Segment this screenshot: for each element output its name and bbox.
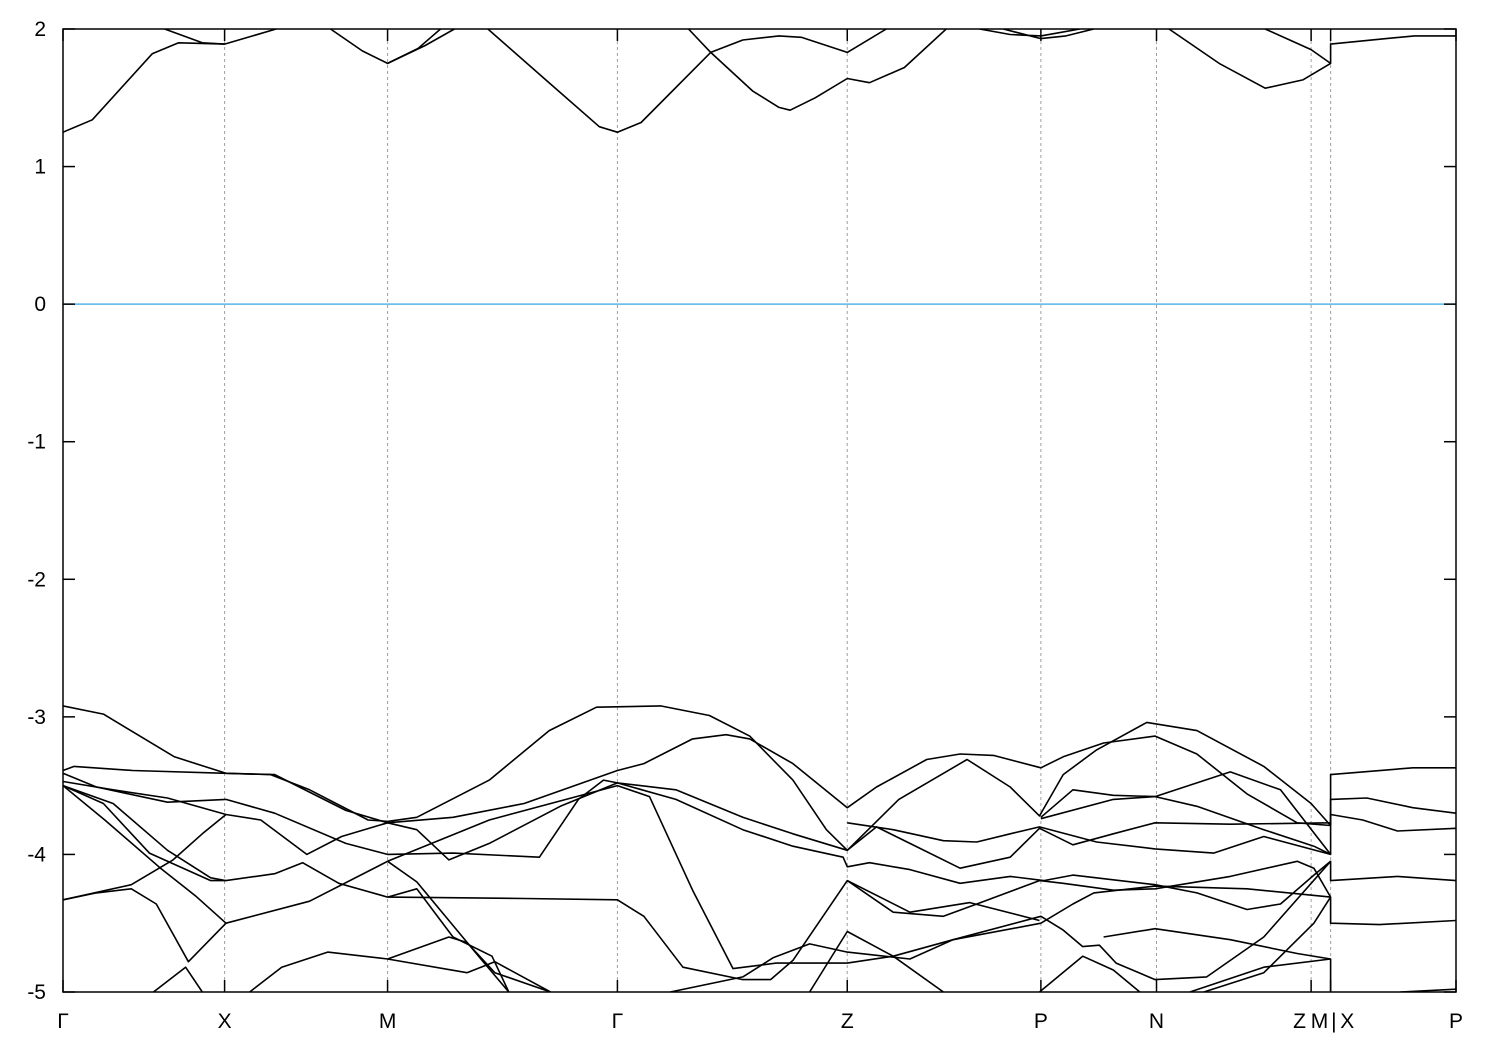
band-line	[670, 885, 1331, 992]
band-line	[63, 772, 1456, 911]
band-line	[1040, 795, 1331, 856]
axis-ticks	[62, 28, 1457, 993]
band-line	[153, 966, 203, 992]
x-tick-label: Γ	[612, 1010, 624, 1033]
band-line	[63, 705, 1456, 870]
band-line	[979, 29, 1081, 37]
band-line	[249, 936, 551, 992]
band-line	[1003, 29, 1094, 40]
bands	[63, 29, 1456, 992]
band-line	[63, 784, 227, 882]
x-tick-label: N	[1149, 1010, 1164, 1033]
band-line	[1038, 955, 1141, 992]
y-tick-label: -2	[27, 568, 46, 591]
y-tick-label: -5	[27, 981, 46, 1004]
x-tick-label: X	[218, 1010, 232, 1033]
x-tick-label: P	[1034, 1010, 1048, 1033]
band-line	[1189, 958, 1331, 992]
y-tick-label: -3	[27, 706, 46, 729]
band-line	[387, 860, 510, 992]
x-tick-label: P	[1449, 1010, 1463, 1033]
band-line	[63, 784, 1332, 981]
band-line	[687, 29, 947, 111]
y-tick-label: -4	[27, 843, 46, 866]
band-line	[63, 29, 277, 133]
band-line	[63, 813, 227, 901]
x-tick-label: X	[1340, 1010, 1354, 1033]
band-line	[63, 784, 1456, 981]
band-line	[387, 887, 510, 992]
x-tick-label: M	[1311, 1010, 1329, 1033]
band-line	[1264, 29, 1456, 65]
band-line	[487, 29, 887, 133]
band-line	[1103, 927, 1332, 992]
band-line	[63, 733, 1456, 827]
x-tick-label: Γ	[57, 1010, 69, 1033]
band-line	[846, 879, 1040, 922]
band-line	[1203, 896, 1332, 992]
y-tick-label: -1	[27, 431, 46, 454]
band-line	[808, 930, 944, 992]
grid-lines	[224, 29, 1332, 992]
band-line	[63, 784, 227, 924]
y-tick-label: 1	[34, 156, 46, 179]
y-tick-label: 2	[34, 18, 46, 41]
band-line	[164, 29, 225, 45]
band-line	[847, 813, 1456, 856]
x-tick-label: Z	[1293, 1010, 1306, 1033]
y-tick-label: 0	[34, 293, 46, 316]
x-tick-label: M	[379, 1010, 397, 1033]
band-line	[387, 958, 551, 992]
band-line	[330, 29, 442, 65]
band-line	[1168, 29, 1332, 89]
band-line	[63, 721, 1332, 861]
x-tick-label: |	[1331, 1010, 1336, 1033]
band-line	[387, 29, 455, 65]
x-tick-label: Z	[841, 1010, 854, 1033]
plot-frame	[62, 28, 1457, 993]
